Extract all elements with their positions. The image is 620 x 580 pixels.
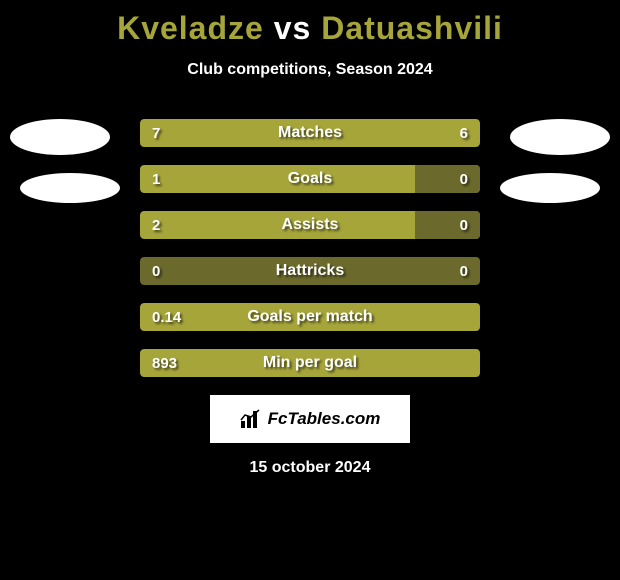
page-title: Kveladze vs Datuashvili (0, 0, 620, 47)
bar-left (140, 349, 480, 377)
stat-left-value: 7 (152, 119, 160, 147)
stat-left-value: 1 (152, 165, 160, 193)
player-left-name: Kveladze (117, 10, 264, 46)
comparison-chart: 76Matches10Goals20Assists00Hattricks0.14… (0, 119, 620, 477)
infographic-root: Kveladze vs Datuashvili Club competition… (0, 0, 620, 580)
vs-label: vs (274, 10, 312, 46)
player-right-avatar-placeholder (510, 119, 610, 155)
player-right-avatar-placeholder-2 (500, 173, 600, 203)
date-label: 15 october 2024 (0, 459, 620, 477)
stat-row: 893Min per goal (140, 349, 480, 377)
stat-right-value: 0 (460, 257, 468, 285)
stat-row: 10Goals (140, 165, 480, 193)
stat-row: 20Assists (140, 211, 480, 239)
stat-right-value: 0 (460, 165, 468, 193)
logo-text: FcTables.com (268, 409, 381, 429)
bar-right (415, 165, 480, 193)
player-right-name: Datuashvili (321, 10, 503, 46)
player-left-avatar-placeholder (10, 119, 110, 155)
bar-right (415, 211, 480, 239)
chart-icon (240, 409, 262, 429)
subtitle: Club competitions, Season 2024 (0, 61, 620, 79)
bars-container: 76Matches10Goals20Assists00Hattricks0.14… (140, 119, 480, 377)
bar-left (140, 303, 480, 331)
stat-row: 0.14Goals per match (140, 303, 480, 331)
stat-row: 00Hattricks (140, 257, 480, 285)
stat-left-value: 2 (152, 211, 160, 239)
bar-right (324, 119, 480, 147)
stat-right-value: 0 (460, 211, 468, 239)
bar-left (140, 119, 324, 147)
site-logo: FcTables.com (210, 395, 410, 443)
stat-left-value: 0 (152, 257, 160, 285)
bar-left (140, 257, 480, 285)
stat-right-value: 6 (460, 119, 468, 147)
stat-left-value: 0.14 (152, 303, 181, 331)
stat-left-value: 893 (152, 349, 177, 377)
stat-row: 76Matches (140, 119, 480, 147)
player-left-avatar-placeholder-2 (20, 173, 120, 203)
